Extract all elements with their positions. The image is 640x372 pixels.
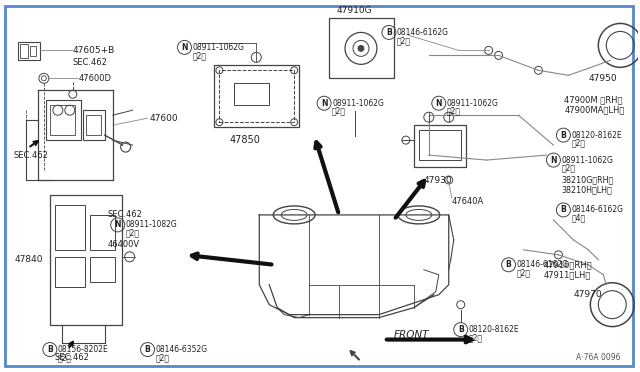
Text: B: B [506,260,511,269]
Text: N: N [115,220,121,230]
Text: N: N [181,43,188,52]
Text: SEC.462: SEC.462 [55,353,90,362]
Bar [90,257,115,282]
Text: 08146-6162G: 08146-6162G [397,28,449,37]
Text: 08120-8162E: 08120-8162E [572,131,622,140]
Text: B: B [561,205,566,214]
Bar [90,215,115,250]
Bar [20,44,28,58]
Text: 08911-1082G: 08911-1082G [125,220,177,230]
Text: （2）: （2） [332,107,346,116]
Text: （4）: （4） [572,214,586,222]
Text: N: N [321,99,327,108]
Bar [55,205,84,250]
Text: （2）: （2） [156,353,170,362]
Text: （2）: （2） [125,228,140,237]
Text: 08911-1062G: 08911-1062G [447,99,499,108]
Text: （2）: （2） [572,139,586,148]
Text: SEC.462: SEC.462 [108,211,143,219]
Text: 47640A: 47640A [452,198,484,206]
Bar [414,125,466,167]
Text: 47900MA（LH）: 47900MA（LH） [564,106,625,115]
Text: 47911（LH）: 47911（LH） [543,270,591,279]
Text: 08120-8162E: 08120-8162E [468,325,519,334]
Text: 47930: 47930 [424,176,452,185]
Bar [50,195,122,325]
Text: 47910G: 47910G [337,6,372,15]
Text: 08911-1062G: 08911-1062G [561,155,613,164]
Text: B: B [458,325,463,334]
Bar [419,130,461,160]
Bar [220,70,294,122]
Bar [83,110,105,140]
Text: 47950: 47950 [588,74,617,83]
Text: （2）: （2） [516,268,531,277]
Text: B: B [561,131,566,140]
Text: （2）: （2） [58,353,72,362]
Text: 08146-6352G: 08146-6352G [156,345,208,354]
Text: 47600D: 47600D [79,74,112,83]
Text: 08146-6162G: 08146-6162G [516,260,568,269]
Text: 47605+B: 47605+B [73,46,115,55]
Text: 08156-8202E: 08156-8202E [58,345,109,354]
Text: SEC.462: SEC.462 [14,151,49,160]
Text: B: B [386,28,392,37]
Text: 08911-1062G: 08911-1062G [332,99,384,108]
Text: 47840: 47840 [15,255,44,264]
Bar [46,100,81,140]
Text: 47910（RH）: 47910（RH） [543,260,592,269]
Text: 08146-6162G: 08146-6162G [572,205,623,214]
Text: （2）: （2） [468,333,483,342]
Bar [86,115,100,135]
Text: 47900M （RH）: 47900M （RH） [564,96,623,105]
Text: （2）: （2） [193,51,207,60]
Bar [214,65,299,127]
Bar [234,83,269,105]
Text: A·76A 0096: A·76A 0096 [576,353,620,362]
Bar [50,105,75,135]
Text: 38210H（LH）: 38210H（LH） [561,186,612,195]
Text: （2）: （2） [447,107,461,116]
Text: （2）: （2） [561,164,575,173]
Text: N: N [550,155,557,164]
Circle shape [358,45,364,51]
Text: 46400V: 46400V [108,240,140,249]
Text: FRONT: FRONT [394,330,429,340]
Bar [30,46,36,57]
Text: 47970: 47970 [573,290,602,299]
Text: B: B [47,345,52,354]
Text: （2）: （2） [397,36,411,45]
Bar [18,42,40,60]
Bar [55,257,84,287]
Bar [329,19,394,78]
Text: 38210G（RH）: 38210G（RH） [561,176,614,185]
Text: 08911-1062G: 08911-1062G [193,43,244,52]
Text: B: B [145,345,150,354]
Text: 47850: 47850 [229,135,260,145]
Text: N: N [435,99,442,108]
Text: 47600: 47600 [150,114,178,123]
Text: SEC.462: SEC.462 [73,58,108,67]
